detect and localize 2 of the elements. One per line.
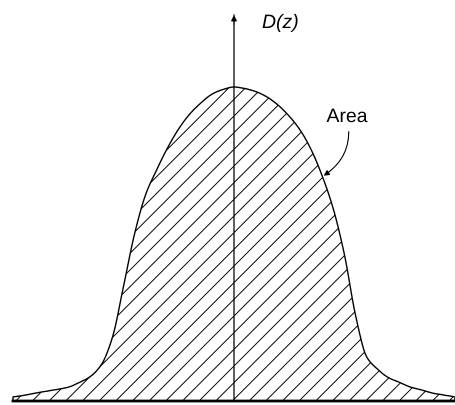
annotation: Area	[326, 108, 368, 122]
y-axis-title: D(z)	[262, 14, 298, 32]
